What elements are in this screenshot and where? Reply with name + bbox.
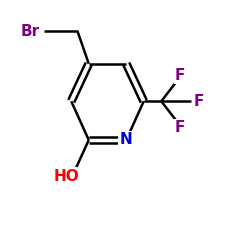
Text: HO: HO — [54, 169, 79, 184]
Text: N: N — [120, 132, 132, 148]
Text: F: F — [194, 94, 204, 109]
Text: Br: Br — [20, 24, 40, 39]
Text: F: F — [175, 120, 185, 135]
Text: F: F — [175, 68, 185, 82]
